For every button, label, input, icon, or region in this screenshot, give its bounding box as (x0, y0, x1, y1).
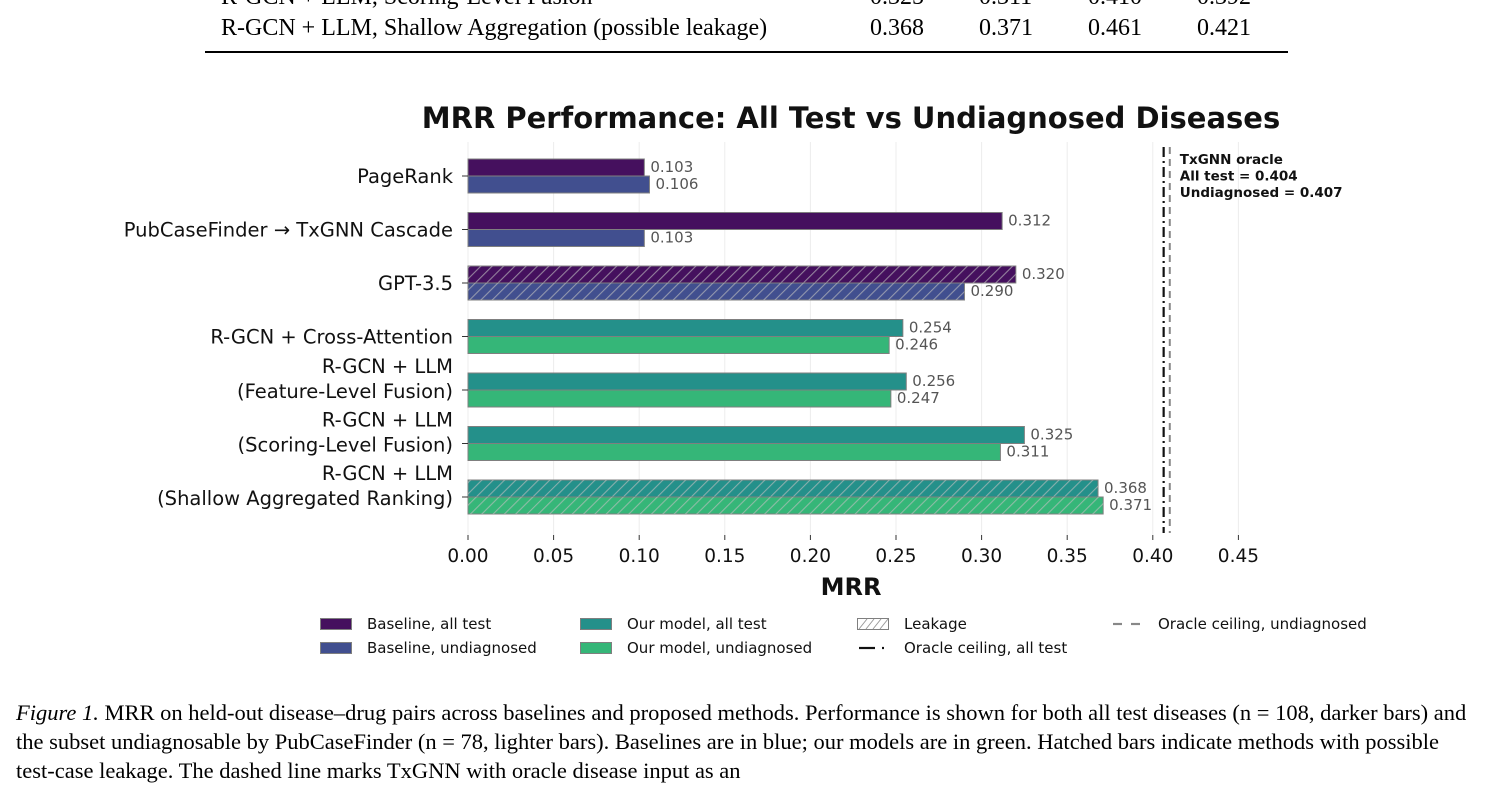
table-cell: 0.325 (870, 0, 924, 11)
bar-value-label: 0.247 (897, 389, 940, 407)
legend-item-baseline-undiagnosed: Baseline, undiagnosed (320, 638, 537, 658)
mrr-bar-chart: MRR Performance: All Test vs Undiagnosed… (124, 101, 1343, 601)
caption-text: MRR on held-out disease–drug pairs acros… (16, 700, 1467, 783)
legend-dashdot-swatch (859, 646, 884, 650)
bar-value-label: 0.246 (895, 336, 938, 354)
bar-value-label: 0.320 (1022, 265, 1065, 283)
table-cell: 0.368 (870, 15, 924, 41)
bar-hatch-overlay (468, 266, 1016, 283)
legend-swatch (320, 642, 352, 654)
y-tick-label: GPT-3.5 (378, 272, 453, 295)
table-cell: 0.461 (1088, 15, 1142, 41)
legend-swatch (320, 618, 352, 630)
bar-all-test (467, 319, 904, 337)
oracle-annotation: Undiagnosed = 0.407 (1180, 185, 1343, 201)
bar-value-label: 0.106 (655, 175, 698, 193)
chart-title: MRR Performance: All Test vs Undiagnosed… (422, 101, 1280, 135)
legend-hatch-swatch (857, 618, 889, 630)
y-tick-label: (Scoring-Level Fusion) (238, 434, 454, 457)
legend-label: Oracle ceiling, undiagnosed (1158, 615, 1367, 633)
x-tick-label: 0.15 (704, 546, 745, 567)
table-cell: 0.371 (979, 15, 1033, 41)
bar-value-label: 0.254 (909, 319, 952, 337)
legend-swatch (580, 618, 612, 630)
y-tick-label: PubCaseFinder → TxGNN Cascade (124, 219, 453, 242)
table-cell: 0.392 (1197, 0, 1251, 11)
bar-hatch-overlay (468, 497, 1104, 514)
legend-label: Oracle ceiling, all test (904, 639, 1068, 657)
x-tick-label: 0.25 (875, 546, 916, 567)
legend-label: Leakage (904, 615, 967, 633)
bar-value-label: 0.103 (650, 229, 693, 247)
bar-all-test (467, 212, 1003, 230)
x-tick-label: 0.00 (447, 546, 488, 567)
y-tick-label: R-GCN + LLM (322, 355, 453, 378)
bar-value-label: 0.371 (1109, 496, 1152, 514)
bar-value-label: 0.325 (1030, 426, 1073, 444)
bar-value-label: 0.290 (970, 282, 1013, 300)
table-row: R-GCN + LLM, Shallow Aggregation (possib… (205, 15, 1288, 43)
table-row-label: R-GCN + LLM, Shallow Aggregation (possib… (221, 15, 768, 41)
x-tick-label: 0.30 (961, 546, 1002, 567)
bar-undiagnosed (467, 389, 892, 408)
results-table: R-GCN + LLM, Scoring-Level Fusion 0.325 … (205, 0, 1288, 54)
bar-undiagnosed (467, 443, 1001, 461)
legend-label: Baseline, all test (367, 615, 492, 633)
legend-swatch (580, 642, 612, 654)
bar-value-label: 0.312 (1008, 212, 1051, 230)
legend-item-model-undiagnosed: Our model, undiagnosed (580, 638, 812, 658)
table-cell: 0.311 (979, 0, 1032, 11)
table-row-label: R-GCN + LLM, Scoring-Level Fusion (221, 0, 593, 11)
legend-item-oracle-undiagnosed: Oracle ceiling, undiagnosed (1111, 614, 1367, 634)
legend-item-oracle-all: Oracle ceiling, all test (857, 638, 1067, 658)
x-tick-label: 0.40 (1132, 546, 1173, 567)
bar-undiagnosed (467, 229, 645, 247)
y-tick-label: R-GCN + LLM (322, 409, 453, 432)
bar-hatch-overlay (468, 283, 965, 300)
y-tick-label: R-GCN + Cross-Attention (210, 326, 453, 349)
figure-caption: Figure 1. MRR on held-out disease–drug p… (16, 698, 1478, 785)
oracle-annotation: TxGNN oracle (1180, 152, 1283, 168)
x-tick-label: 0.05 (533, 546, 574, 567)
table-cell: 0.421 (1197, 15, 1251, 41)
legend-item-baseline-all: Baseline, all test (320, 614, 491, 634)
y-tick-label: (Feature-Level Fusion) (237, 380, 453, 403)
legend-dash-swatch (1113, 622, 1140, 626)
legend-item-model-all: Our model, all test (580, 614, 767, 634)
bar-all-test (467, 426, 1025, 444)
bar-hatch-overlay (468, 480, 1099, 497)
figure-label: Figure 1. (16, 700, 99, 725)
bar-value-label: 0.311 (1006, 443, 1049, 461)
bar-undiagnosed (467, 175, 650, 194)
x-tick-label: 0.45 (1218, 546, 1259, 567)
table-cell: 0.410 (1088, 0, 1142, 11)
y-tick-label: (Shallow Aggregated Ranking) (157, 487, 453, 510)
x-tick-label: 0.20 (790, 546, 831, 567)
table-row: R-GCN + LLM, Scoring-Level Fusion 0.325 … (205, 0, 1288, 12)
x-tick-label: 0.35 (1047, 546, 1088, 567)
bar-all-test (467, 158, 645, 177)
legend-label: Our model, undiagnosed (627, 639, 813, 657)
bar-value-label: 0.256 (912, 372, 955, 390)
legend-item-leakage: Leakage (857, 614, 967, 634)
x-tick-label: 0.10 (619, 546, 660, 567)
oracle-annotation: All test = 0.404 (1180, 169, 1298, 185)
chart-legend: Baseline, all test Baseline, undiagnosed… (320, 612, 1440, 657)
bar-value-label: 0.103 (650, 158, 693, 176)
legend-label: Baseline, undiagnosed (367, 639, 537, 657)
y-tick-label: R-GCN + LLM (322, 462, 453, 485)
bar-all-test (467, 372, 907, 391)
legend-label: Our model, all test (627, 615, 767, 633)
bar-undiagnosed (467, 336, 890, 354)
x-axis-label: MRR (821, 573, 882, 601)
bar-value-label: 0.368 (1104, 479, 1147, 497)
y-tick-label: PageRank (357, 165, 454, 188)
table-bottom-rule (205, 51, 1288, 53)
